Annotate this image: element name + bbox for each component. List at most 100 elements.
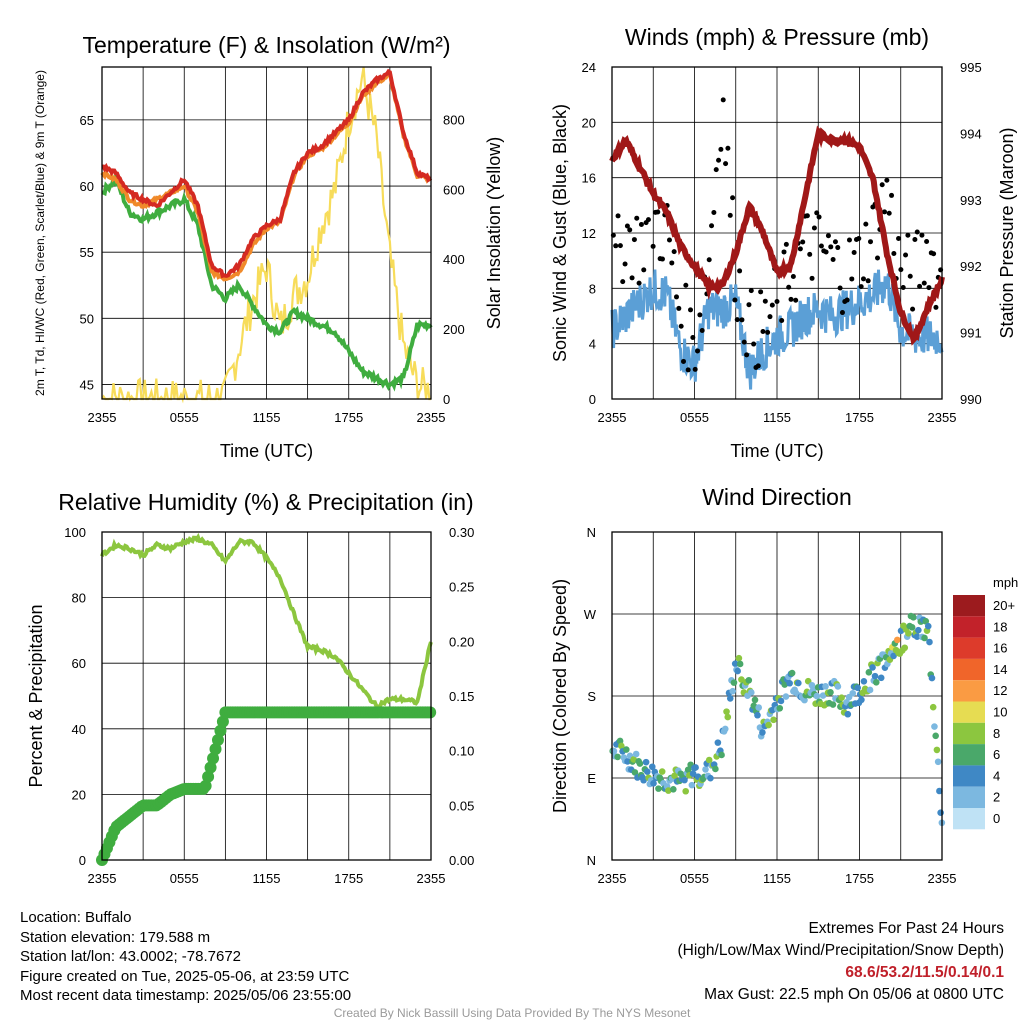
x-tick-label-3-3: 1755: [334, 871, 363, 886]
direction-point: [618, 742, 625, 750]
y-left-tick-label-2-2: 8: [589, 281, 596, 296]
gust-point: [921, 280, 927, 286]
gust-point: [723, 161, 729, 167]
direction-point: [788, 669, 796, 677]
direction-point: [908, 624, 916, 631]
gust-point: [617, 243, 623, 249]
y-left-tick-label-2-3: 12: [582, 226, 596, 241]
gust-point: [839, 310, 845, 316]
gust-point: [697, 312, 703, 318]
direction-point: [858, 696, 865, 704]
gust-point: [748, 288, 754, 294]
direction-point: [722, 725, 729, 733]
y-left-tick-label-3-0: 0: [79, 853, 86, 868]
direction-point: [735, 654, 743, 662]
legend-label-10: 0: [993, 811, 1000, 826]
precip-point: [211, 733, 224, 746]
direction-point: [782, 693, 790, 700]
direction-point: [834, 683, 842, 690]
gust-point: [900, 285, 906, 291]
gust-point: [903, 252, 909, 258]
legend-swatch-2: [953, 637, 985, 659]
x-tick-label-2-1: 0555: [680, 410, 709, 425]
precip-point: [424, 706, 437, 719]
gust-point: [681, 358, 686, 364]
direction-point: [890, 652, 897, 660]
gust-point: [751, 341, 757, 347]
gust-point: [914, 229, 920, 235]
gust-point: [678, 323, 684, 329]
legend-label-0: 20+: [993, 598, 1015, 613]
gust-point: [636, 280, 642, 286]
credit-line: Created By Nick Bassill Using Data Provi…: [333, 1006, 691, 1020]
gust-point: [727, 212, 733, 218]
precip-point: [199, 779, 212, 792]
gust-point: [769, 302, 775, 308]
y-axis-label-humidity-left: Percent & Precipitation: [26, 604, 46, 787]
direction-point: [877, 674, 885, 682]
direction-point: [813, 692, 821, 700]
direction-point: [922, 617, 930, 625]
direction-point: [770, 716, 777, 724]
gust-point: [620, 279, 626, 285]
gust-point: [650, 243, 656, 249]
legend-swatch-6: [953, 722, 985, 745]
gust-point: [790, 273, 796, 279]
direction-point: [795, 679, 802, 687]
direction-point: [714, 739, 722, 746]
gust-point: [851, 250, 857, 256]
gust-point: [800, 239, 806, 245]
gust-point: [739, 317, 745, 323]
y-left-tick-label-3-2: 40: [72, 722, 86, 737]
direction-point: [819, 692, 827, 699]
legend-swatch-1: [953, 616, 985, 638]
x-tick-label-1-4: 2355: [417, 410, 446, 425]
gust-point: [758, 289, 764, 295]
y-right-tick-label-2-4: 994: [960, 126, 982, 141]
gust-point: [641, 267, 647, 273]
y-right-tick-label-1-3: 600: [443, 182, 465, 197]
gust-point: [804, 213, 810, 219]
direction-point: [756, 724, 764, 731]
gust-point: [896, 235, 902, 241]
gust-point: [627, 227, 633, 233]
direction-point: [897, 627, 905, 635]
direction-point: [718, 751, 725, 759]
direction-point: [801, 696, 808, 704]
gust-point: [624, 223, 630, 229]
direction-point: [872, 678, 880, 686]
x-tick-label-3-4: 2355: [417, 871, 446, 886]
info-latlon: Station lat/lon: 43.0002; -78.7672: [20, 948, 242, 965]
direction-point: [738, 676, 745, 683]
x-tick-label-2-2: 1155: [763, 410, 791, 425]
direction-point: [624, 758, 631, 765]
gust-point: [830, 257, 836, 263]
direction-point: [724, 713, 732, 721]
direction-point: [915, 626, 922, 634]
gust-point: [933, 304, 939, 310]
chart-title-humidity: Relative Humidity (%) & Precipitation (i…: [58, 489, 473, 515]
gust-point: [685, 367, 691, 373]
direction-point: [933, 746, 941, 754]
gust-point: [832, 239, 838, 245]
gust-point: [638, 222, 644, 228]
direction-point: [726, 695, 734, 702]
gust-point: [774, 299, 780, 305]
y-left-tick-label-1-2: 55: [80, 245, 94, 260]
gust-point: [835, 245, 841, 251]
y-right-tick-label-2-3: 993: [960, 193, 982, 208]
gust-point: [669, 260, 675, 266]
gust-point: [762, 298, 768, 304]
legend-label-1: 18: [993, 619, 1007, 634]
legend-label-4: 12: [993, 683, 1007, 698]
direction-point: [707, 774, 714, 782]
direction-point: [866, 686, 874, 694]
gust-point: [846, 237, 852, 243]
legend-label-3: 14: [993, 662, 1007, 677]
direction-point: [684, 766, 692, 774]
y-left-tick-label-2-6: 24: [582, 60, 596, 75]
gust-point: [767, 314, 773, 320]
direction-point: [747, 689, 755, 696]
gust-point: [683, 282, 689, 288]
